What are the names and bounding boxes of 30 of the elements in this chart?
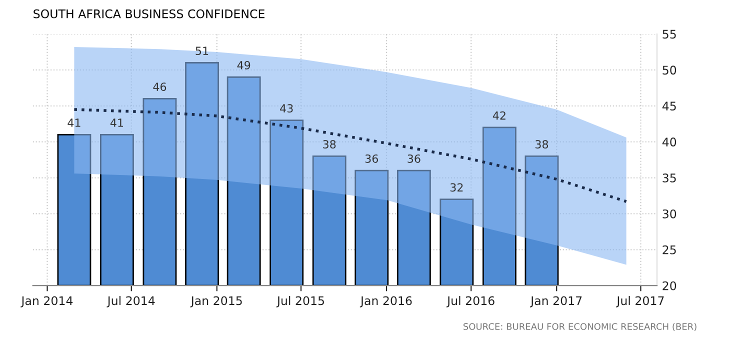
data-label: 38 (323, 140, 336, 148)
data-label: 41 (68, 118, 80, 127)
x-tick-label: Jul 2015 (276, 296, 324, 308)
x-tick-label: Jan 2014 (20, 296, 73, 308)
y-tick-label: 20 (662, 281, 676, 290)
y-tick-label: 30 (662, 209, 676, 218)
x-tick-label: Jan 2016 (360, 296, 412, 308)
data-label: 43 (280, 104, 293, 113)
y-tick-label: 55 (662, 30, 676, 39)
y-tick-label: 40 (662, 138, 676, 146)
data-label: 46 (153, 82, 166, 91)
x-tick-label: Jul 2014 (106, 296, 155, 308)
data-label: 49 (237, 61, 250, 70)
data-label: 32 (450, 183, 463, 192)
x-tick-label: Jul 2017 (616, 296, 664, 308)
data-label: 51 (196, 46, 208, 56)
data-label: 36 (408, 154, 420, 163)
y-tick-label: 25 (662, 245, 676, 254)
x-tick-label: Jan 2015 (190, 296, 242, 308)
data-label: 42 (492, 111, 506, 120)
data-label: 38 (536, 140, 548, 148)
chart-title: SOUTH AFRICA BUSINESS CONFIDENCE (34, 9, 264, 18)
x-tick-label: Jan 2017 (530, 296, 582, 308)
y-tick-label: 50 (662, 66, 676, 75)
x-tick-label: Jul 2016 (446, 296, 494, 308)
data-label: 41 (110, 118, 124, 127)
y-tick-label: 35 (662, 173, 676, 182)
source-note: SOURCE: BUREAU FOR ECONOMIC RESEARCH (BER) (464, 322, 696, 331)
y-tick-label: 45 (662, 102, 676, 111)
data-label: 36 (365, 154, 378, 163)
